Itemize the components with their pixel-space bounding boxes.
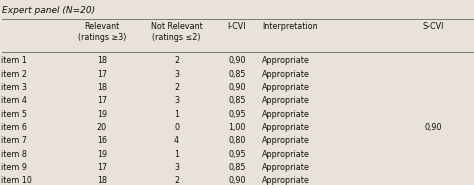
Text: item 3: item 3 — [1, 83, 27, 92]
Text: 3: 3 — [174, 96, 179, 105]
Text: 1: 1 — [174, 110, 179, 119]
Text: Relevant
(ratings ≥3): Relevant (ratings ≥3) — [78, 22, 126, 42]
Text: 0,80: 0,80 — [228, 136, 246, 145]
Text: Appropriate: Appropriate — [262, 110, 310, 119]
Text: item 5: item 5 — [1, 110, 27, 119]
Text: Appropriate: Appropriate — [262, 83, 310, 92]
Text: 3: 3 — [174, 163, 179, 172]
Text: 17: 17 — [97, 163, 107, 172]
Text: 0,90: 0,90 — [425, 123, 442, 132]
Text: S-CVI: S-CVI — [422, 22, 444, 31]
Text: 0,90: 0,90 — [228, 56, 246, 65]
Text: 0,95: 0,95 — [228, 150, 246, 159]
Text: Appropriate: Appropriate — [262, 123, 310, 132]
Text: Appropriate: Appropriate — [262, 163, 310, 172]
Text: 0,85: 0,85 — [228, 96, 246, 105]
Text: 4: 4 — [174, 136, 179, 145]
Text: Not Relevant
(ratings ≤2): Not Relevant (ratings ≤2) — [151, 22, 202, 42]
Text: 20: 20 — [97, 123, 107, 132]
Text: item 4: item 4 — [1, 96, 27, 105]
Text: Appropriate: Appropriate — [262, 176, 310, 185]
Text: 0,95: 0,95 — [228, 110, 246, 119]
Text: 3: 3 — [174, 70, 179, 79]
Text: 16: 16 — [97, 136, 107, 145]
Text: Expert panel (N=20): Expert panel (N=20) — [2, 6, 95, 15]
Text: Appropriate: Appropriate — [262, 150, 310, 159]
Text: item 8: item 8 — [1, 150, 27, 159]
Text: 2: 2 — [174, 83, 179, 92]
Text: 18: 18 — [97, 176, 107, 185]
Text: item 2: item 2 — [1, 70, 27, 79]
Text: item 1: item 1 — [1, 56, 27, 65]
Text: 0,85: 0,85 — [228, 163, 246, 172]
Text: Appropriate: Appropriate — [262, 70, 310, 79]
Text: 0,90: 0,90 — [228, 176, 246, 185]
Text: Interpretation: Interpretation — [262, 22, 318, 31]
Text: item 9: item 9 — [1, 163, 27, 172]
Text: 17: 17 — [97, 70, 107, 79]
Text: I-CVI: I-CVI — [228, 22, 246, 31]
Text: item 6: item 6 — [1, 123, 27, 132]
Text: 19: 19 — [97, 110, 107, 119]
Text: 0,85: 0,85 — [228, 70, 246, 79]
Text: 2: 2 — [174, 56, 179, 65]
Text: item 10: item 10 — [1, 176, 32, 185]
Text: 17: 17 — [97, 96, 107, 105]
Text: Appropriate: Appropriate — [262, 96, 310, 105]
Text: 1: 1 — [174, 150, 179, 159]
Text: item 7: item 7 — [1, 136, 27, 145]
Text: 1,00: 1,00 — [228, 123, 246, 132]
Text: 18: 18 — [97, 83, 107, 92]
Text: 2: 2 — [174, 176, 179, 185]
Text: Appropriate: Appropriate — [262, 136, 310, 145]
Text: Appropriate: Appropriate — [262, 56, 310, 65]
Text: 0,90: 0,90 — [228, 83, 246, 92]
Text: 0: 0 — [174, 123, 179, 132]
Text: 19: 19 — [97, 150, 107, 159]
Text: 18: 18 — [97, 56, 107, 65]
